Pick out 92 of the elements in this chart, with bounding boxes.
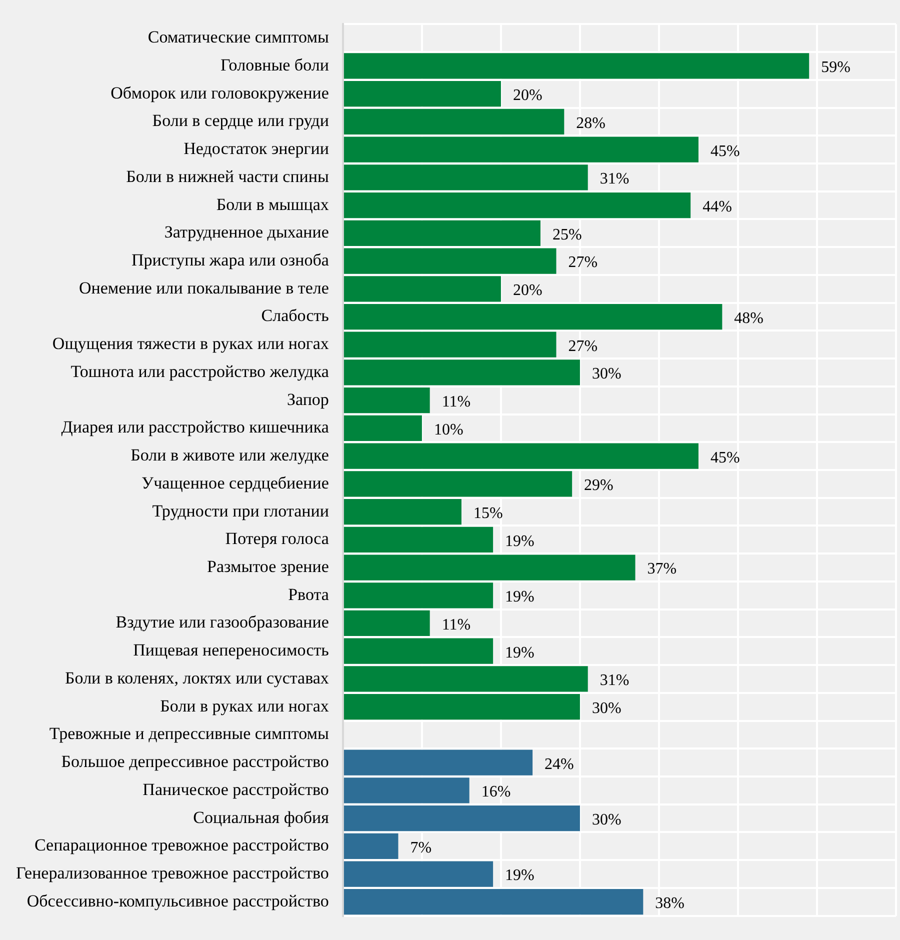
data-label: 24% — [544, 756, 574, 773]
data-label: 29% — [584, 477, 614, 494]
y-tick-label: Обсессивно-компульсивное расстройство — [26, 891, 329, 910]
y-tick-label: Соматические симптомы — [148, 28, 330, 47]
y-tick-label: Социальная фобия — [193, 808, 330, 827]
y-tick-label: Ощущения тяжести в руках или ногах — [52, 334, 330, 354]
y-tick-label: Вздутие или газообразование — [116, 612, 329, 632]
y-tick-label: Слабость — [261, 306, 330, 326]
y-tick-label: Трудности при глотании — [152, 501, 329, 520]
y-tick-label: Тревожные и депрессивные симптомы — [49, 724, 330, 744]
data-label: 16% — [481, 784, 511, 801]
data-label: 27% — [568, 254, 598, 272]
data-label: 30% — [592, 811, 622, 828]
y-tick-label: Затрудненное дыхание — [164, 222, 329, 242]
bar — [344, 164, 588, 190]
bar — [344, 53, 810, 79]
bar — [344, 220, 540, 246]
y-tick-label: Потеря голоса — [225, 529, 330, 548]
data-label: 31% — [600, 170, 630, 188]
data-label: 31% — [600, 672, 630, 690]
y-tick-label: Боли в руках или ногах — [160, 696, 330, 716]
data-label: 45% — [710, 142, 740, 160]
data-label: 37% — [647, 560, 677, 578]
y-tick-label: Сепарационное тревожное расстройство — [34, 836, 329, 855]
bar — [344, 388, 430, 414]
bar — [344, 415, 422, 442]
y-tick-label: Боли в животе или желудке — [130, 446, 329, 465]
data-label: 11% — [442, 394, 471, 411]
data-label: 25% — [552, 226, 582, 244]
data-label: 20% — [512, 282, 542, 300]
data-label: 38% — [655, 895, 684, 912]
y-tick-label: Боли в сердце или груди — [152, 111, 329, 130]
y-tick-label: Пищевая непереносимость — [133, 640, 330, 660]
bar — [344, 694, 580, 720]
bar — [344, 778, 470, 804]
data-label: 44% — [702, 198, 732, 216]
bar — [344, 471, 572, 497]
y-tick-label: Рвота — [288, 584, 330, 604]
data-label: 19% — [505, 867, 534, 884]
bar — [344, 889, 644, 915]
y-tick-label: Боли в коленях, локтях или суставах — [65, 668, 330, 688]
y-tick-label: Размытое зрение — [207, 556, 329, 576]
y-tick-label: Запор — [286, 390, 329, 409]
bar — [344, 638, 494, 664]
bar — [344, 666, 588, 692]
data-label: 15% — [473, 504, 503, 522]
y-tick-label: Обморок или головокружение — [110, 83, 329, 102]
bar — [344, 554, 636, 580]
y-tick-label: Боли в нижней части спины — [126, 166, 330, 186]
bar — [344, 108, 564, 135]
data-label: 10% — [434, 421, 464, 438]
bar — [344, 136, 698, 162]
y-tick-label: Онемение или покалывание в теле — [78, 278, 329, 298]
data-label: 19% — [505, 588, 534, 606]
y-tick-label: Генерализованное тревожное расстройство — [16, 863, 329, 882]
bar — [344, 833, 398, 859]
y-tick-label: Недостаток энергии — [184, 139, 329, 158]
y-tick-label: Головные боли — [220, 55, 329, 74]
data-label: 48% — [734, 310, 764, 327]
data-label: 7% — [410, 839, 432, 856]
data-label: 27% — [568, 338, 598, 355]
bar — [344, 81, 501, 107]
bar — [344, 610, 430, 636]
data-label: 11% — [442, 616, 471, 634]
data-label: 30% — [592, 700, 622, 718]
data-label: 30% — [592, 366, 622, 383]
y-tick-label: Диарея или расстройство кишечника — [61, 418, 330, 437]
y-tick-label: Учащенное сердцебиение — [142, 473, 329, 492]
data-label: 19% — [505, 532, 534, 550]
data-label: 20% — [512, 87, 542, 104]
y-tick-label: Паническое расстройство — [142, 780, 329, 799]
bar — [344, 192, 691, 218]
bar — [344, 276, 501, 302]
bar — [344, 750, 533, 776]
bar — [344, 498, 462, 525]
y-tick-label: Приступы жара или озноба — [132, 250, 330, 270]
bar — [344, 360, 580, 386]
data-label: 45% — [710, 449, 740, 466]
data-label: 28% — [576, 114, 606, 132]
bar — [344, 443, 698, 469]
bar — [344, 526, 494, 552]
bar — [344, 582, 494, 608]
bar — [344, 304, 722, 330]
data-label: 19% — [505, 644, 534, 662]
bar — [344, 861, 494, 887]
data-label: 59% — [821, 59, 850, 76]
bar — [344, 248, 556, 274]
y-tick-label: Тошнота или расстройство желудка — [70, 362, 330, 381]
y-tick-label: Боли в мышцах — [216, 194, 330, 214]
bar — [344, 332, 556, 358]
bar — [344, 805, 580, 832]
y-tick-label: Большое депрессивное расстройство — [61, 752, 329, 772]
